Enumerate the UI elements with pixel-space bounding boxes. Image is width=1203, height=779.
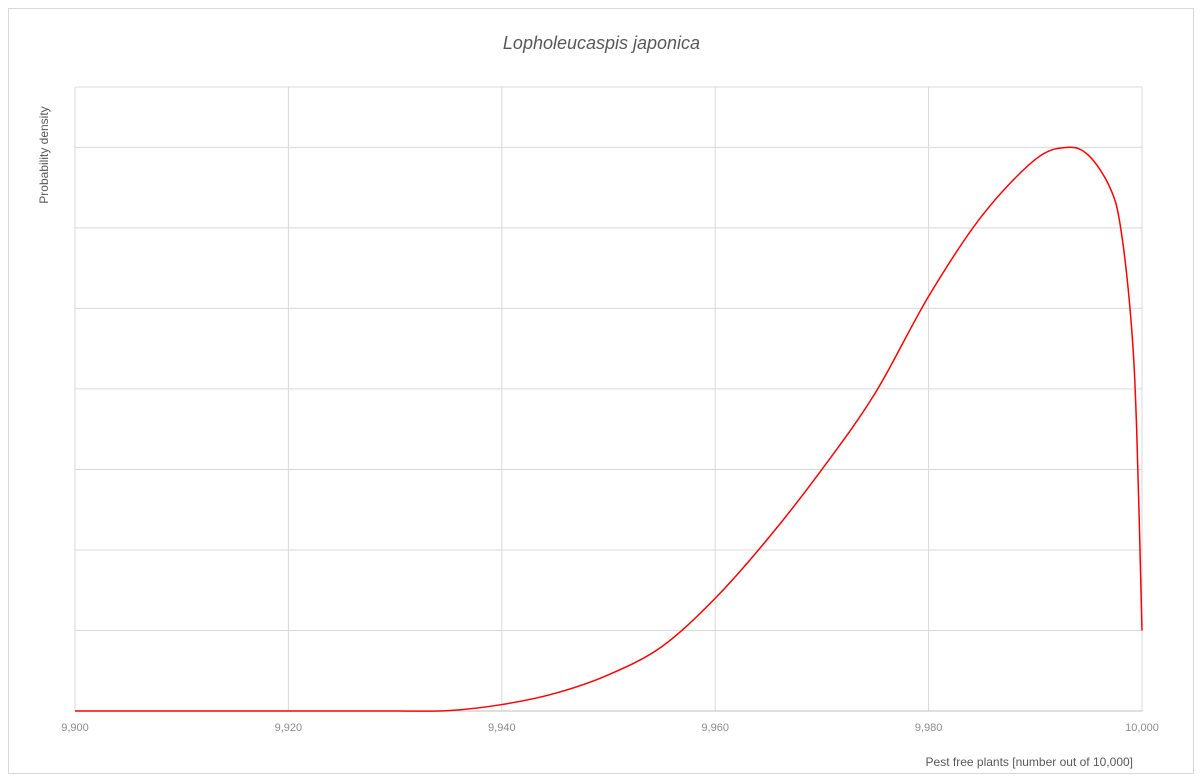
x-tick-label: 9,900 bbox=[61, 722, 89, 734]
x-tick-label: 9,960 bbox=[701, 722, 729, 734]
chart-title: Lopholeucaspis japonica bbox=[502, 33, 701, 53]
x-tick-label: 10,000 bbox=[1125, 722, 1159, 734]
series-line-1 bbox=[75, 146, 1143, 712]
chart-frame bbox=[8, 8, 1194, 774]
x-tick-label: 9,920 bbox=[275, 722, 303, 734]
x-tick-label: 9,980 bbox=[915, 722, 943, 734]
x-tick-label: 9,940 bbox=[488, 722, 516, 734]
x-axis-label: Pest free plants [number out of 10,000] bbox=[925, 755, 1133, 769]
